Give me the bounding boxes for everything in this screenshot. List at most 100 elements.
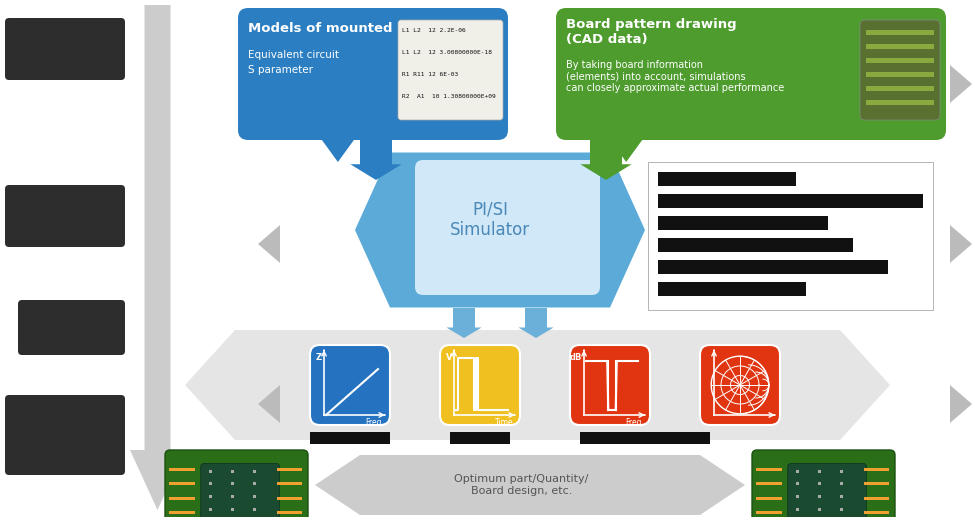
Polygon shape [258,225,280,263]
Bar [658,238,853,252]
Bar [209,508,212,511]
FancyBboxPatch shape [860,20,940,120]
Bar [866,100,934,105]
Polygon shape [447,308,481,338]
Bar [817,495,821,498]
Bar [756,511,782,514]
Polygon shape [130,5,185,510]
Polygon shape [518,308,554,338]
Polygon shape [351,135,402,180]
Bar [230,495,234,498]
Bar [169,511,195,514]
Bar [253,508,256,511]
Bar [817,482,821,485]
FancyBboxPatch shape [440,345,520,425]
Bar [817,508,821,511]
FancyBboxPatch shape [398,20,503,120]
Bar [169,468,195,471]
Text: Z: Z [316,353,322,362]
FancyBboxPatch shape [556,8,946,140]
FancyBboxPatch shape [18,300,125,355]
Bar [658,216,828,230]
Text: Board pattern drawing
(CAD data): Board pattern drawing (CAD data) [566,18,737,46]
Polygon shape [950,65,972,103]
Bar [658,194,923,208]
Bar [840,482,843,485]
Bar [756,497,782,500]
Bar [866,72,934,77]
Bar [276,468,302,471]
FancyBboxPatch shape [415,160,600,295]
FancyBboxPatch shape [752,450,895,517]
Bar [169,482,195,485]
Bar [658,260,888,274]
Bar [840,495,843,498]
Bar [796,482,799,485]
Bar [276,482,302,485]
Bar [840,469,843,473]
Bar [866,44,934,49]
Text: V: V [446,353,452,362]
Bar [450,432,510,444]
Text: PI/SI
Simulator: PI/SI Simulator [450,201,530,239]
Polygon shape [315,455,745,515]
Bar [863,497,889,500]
Bar [863,511,889,514]
Polygon shape [185,330,890,440]
Text: L1 L2  12 3.00800000E-18: L1 L2 12 3.00800000E-18 [402,50,492,55]
Text: Freq.: Freq. [366,418,384,427]
Bar [209,482,212,485]
FancyBboxPatch shape [788,464,866,517]
Bar [863,468,889,471]
Bar [756,482,782,485]
FancyBboxPatch shape [5,185,125,247]
FancyBboxPatch shape [5,18,125,80]
Bar [866,58,934,63]
Bar [253,469,256,473]
Bar [310,432,390,444]
Bar [169,497,195,500]
Bar [796,508,799,511]
FancyBboxPatch shape [700,345,780,425]
Text: Time: Time [495,418,514,427]
Bar [209,469,212,473]
Polygon shape [321,140,354,162]
Bar [796,469,799,473]
FancyBboxPatch shape [570,345,650,425]
FancyBboxPatch shape [201,464,279,517]
Text: R1 R11 12 6E-03: R1 R11 12 6E-03 [402,72,459,77]
Bar [866,30,934,35]
Text: Freq.: Freq. [625,418,644,427]
Bar [817,469,821,473]
Bar [276,497,302,500]
Bar [230,469,234,473]
Bar [796,495,799,498]
Bar [580,432,710,444]
Text: dB: dB [569,353,582,362]
Bar [253,495,256,498]
Text: Equivalent circuit: Equivalent circuit [248,50,339,60]
Bar [840,508,843,511]
Polygon shape [611,140,642,162]
Text: L1 L2  12 2.2E-06: L1 L2 12 2.2E-06 [402,28,465,33]
Polygon shape [355,153,645,308]
Text: S parameter: S parameter [248,65,313,75]
FancyBboxPatch shape [238,8,508,140]
FancyBboxPatch shape [165,450,308,517]
Bar [658,172,796,186]
FancyBboxPatch shape [5,395,125,475]
Text: By taking board information
(elements) into account, simulations
can closely app: By taking board information (elements) i… [566,60,784,93]
Bar [866,86,934,91]
Bar [658,282,806,296]
Bar [209,495,212,498]
Bar [276,511,302,514]
FancyBboxPatch shape [310,345,390,425]
Polygon shape [950,385,972,423]
Bar [863,482,889,485]
Bar [648,162,933,310]
Text: Optimum part/Quantity/
Board design, etc.: Optimum part/Quantity/ Board design, etc… [454,474,589,496]
Polygon shape [258,385,280,423]
Text: R2  A1  10 1.30800000E+09: R2 A1 10 1.30800000E+09 [402,94,496,99]
Bar [253,482,256,485]
Text: Models of mounted parts: Models of mounted parts [248,22,436,35]
